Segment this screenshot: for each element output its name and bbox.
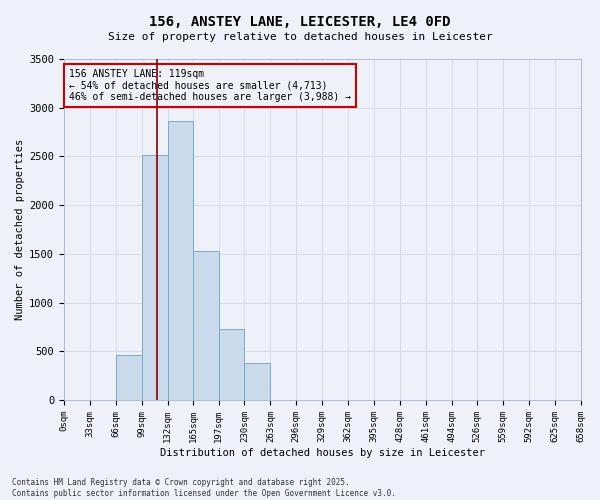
Bar — [218, 329, 244, 400]
Text: 156, ANSTEY LANE, LEICESTER, LE4 0FD: 156, ANSTEY LANE, LEICESTER, LE4 0FD — [149, 15, 451, 29]
Bar — [193, 251, 218, 400]
Y-axis label: Number of detached properties: Number of detached properties — [15, 139, 25, 320]
Text: 156 ANSTEY LANE: 119sqm
← 54% of detached houses are smaller (4,713)
46% of semi: 156 ANSTEY LANE: 119sqm ← 54% of detache… — [69, 69, 351, 102]
Bar — [167, 122, 193, 400]
Bar — [244, 363, 271, 400]
Bar — [142, 156, 167, 400]
X-axis label: Distribution of detached houses by size in Leicester: Distribution of detached houses by size … — [160, 448, 485, 458]
Text: Contains HM Land Registry data © Crown copyright and database right 2025.
Contai: Contains HM Land Registry data © Crown c… — [12, 478, 396, 498]
Text: Size of property relative to detached houses in Leicester: Size of property relative to detached ho… — [107, 32, 493, 42]
Bar — [116, 355, 142, 400]
